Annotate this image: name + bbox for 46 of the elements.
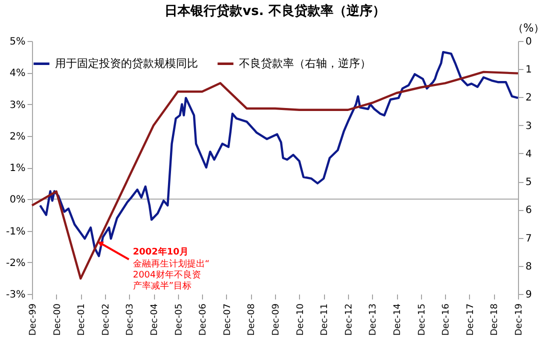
y2-tick-label: 4	[526, 148, 532, 160]
y2-tick-label: 9	[526, 290, 532, 300]
y-tick-label: -3%	[6, 290, 26, 300]
x-tick-label: Dec-08	[247, 303, 258, 336]
x-tick-label: Dec-99	[28, 303, 38, 336]
x-tick-label: Dec-10	[296, 303, 306, 336]
y2-tick-label: 8	[526, 261, 532, 272]
y2-tick-label: 5	[526, 177, 532, 188]
x-tick-label: Dec-07	[222, 304, 233, 336]
x-tick-label: Dec-11	[320, 304, 330, 336]
y-tick-label: 5%	[10, 36, 26, 48]
y-tick-label: -1%	[6, 226, 26, 238]
y2-tick-label: 2	[526, 92, 532, 104]
x-tick-label: Dec-02	[101, 304, 112, 336]
x-tick-label: Dec-15	[417, 304, 428, 336]
x-tick-label: Dec-12	[344, 304, 354, 336]
legend-label: 用于固定投资的贷款规模同比	[55, 56, 198, 70]
y2-tick-label: 6	[526, 205, 532, 216]
x-tick-label: Dec-03	[126, 304, 136, 336]
legend-label: 不良贷款率（右轴，逆序）	[239, 56, 371, 70]
x-tick-label: Dec-06	[198, 303, 209, 336]
x-tick-label: Dec-01	[77, 304, 88, 336]
y-tick-label: 1%	[10, 163, 26, 174]
x-tick-label: Dec-04	[150, 303, 160, 336]
x-tick-label: Dec-14	[393, 303, 404, 336]
y2-tick-label: 1	[526, 64, 532, 76]
x-tick-label: Dec-16	[442, 303, 452, 336]
y-tick-label: 3%	[10, 100, 26, 111]
y2-tick-label: 3	[526, 120, 532, 132]
annotation: 金融再生计划提出“2004财年不良资产率减半”目标	[132, 258, 210, 292]
y-tick-label: 0%	[10, 194, 26, 206]
x-tick-label: Dec-09	[272, 303, 282, 336]
annotation: 2002年10月	[132, 246, 188, 258]
y2-tick-label: 7	[526, 233, 532, 244]
y-tick-label: 4%	[10, 68, 26, 80]
x-tick-label: Dec-13	[368, 304, 379, 336]
y2-axis-title: （%）	[512, 22, 545, 34]
x-tick-label: Dec-00	[52, 303, 63, 336]
x-tick-label: Dec-19	[514, 303, 524, 336]
chart-title: 日本银行贷款vs. 不良贷款率（逆序）	[164, 3, 386, 19]
x-tick-label: Dec-18	[490, 303, 500, 336]
y-tick-label: 2%	[10, 131, 26, 142]
x-tick-label: Dec-05	[174, 304, 184, 336]
y-tick-label: -2%	[6, 258, 26, 269]
y2-tick-label: 0	[526, 36, 532, 48]
x-tick-label: Dec-17	[466, 304, 476, 336]
